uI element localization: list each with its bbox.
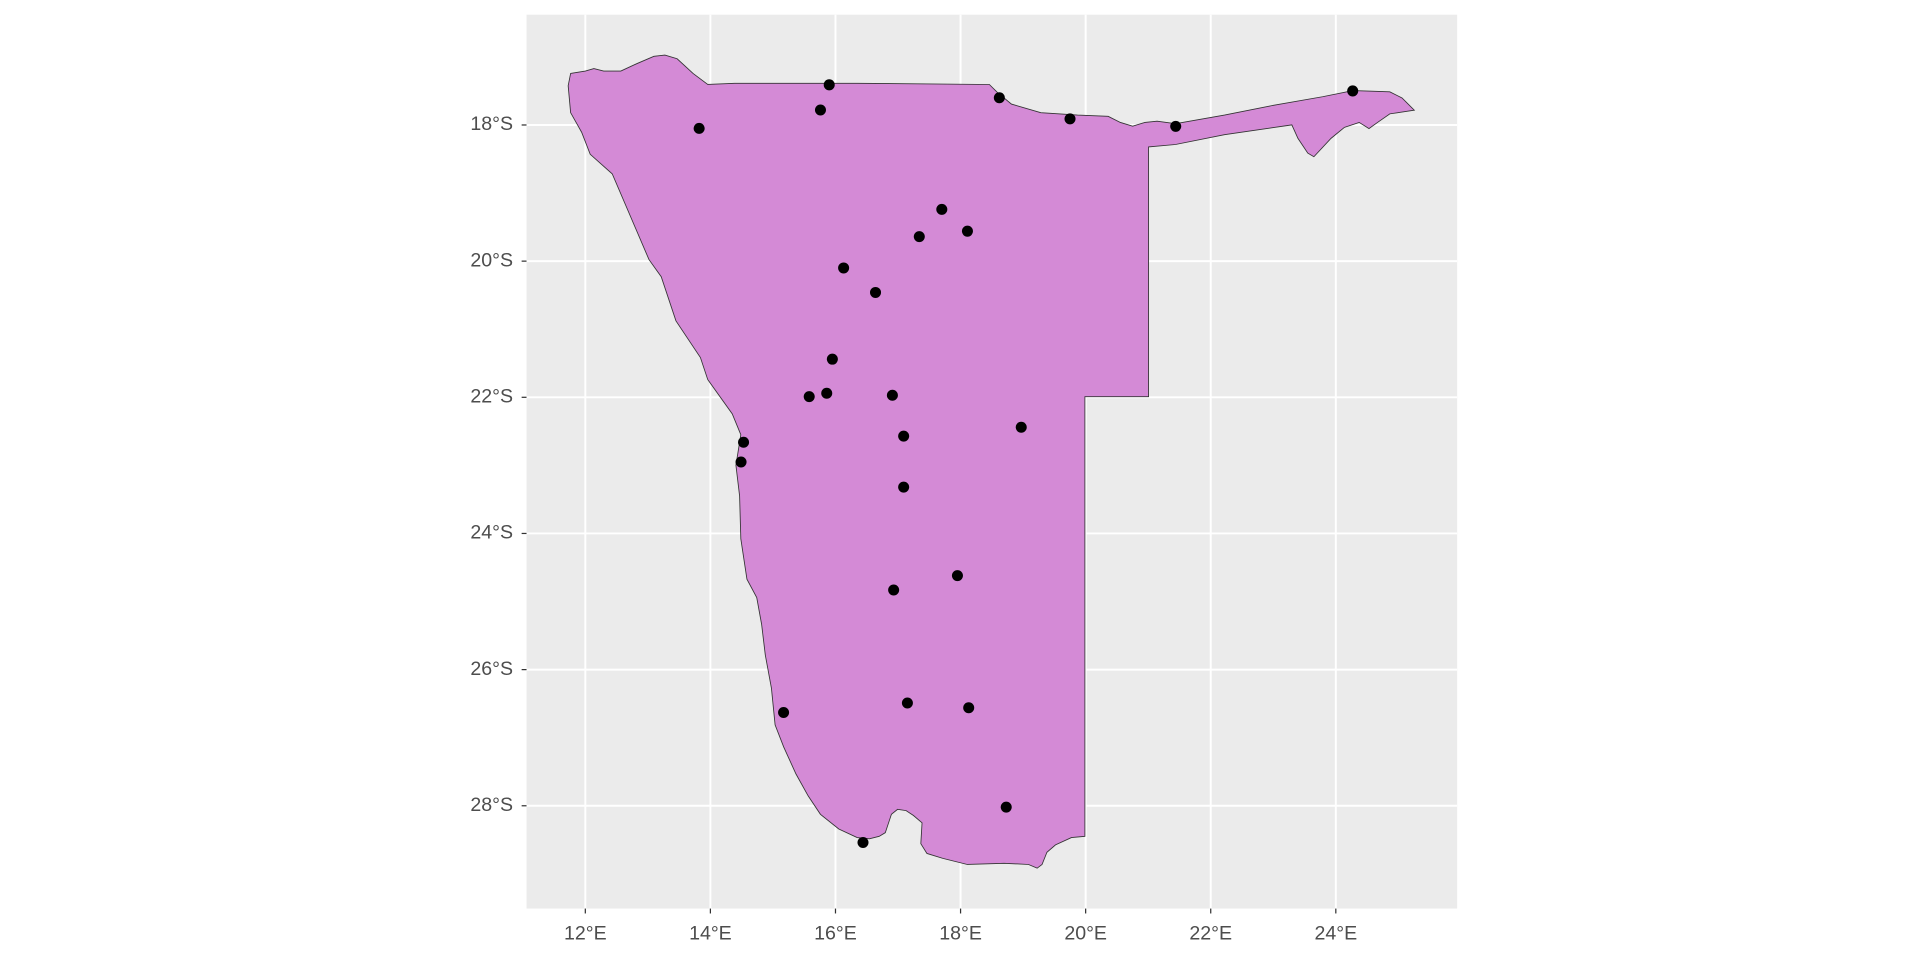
point xyxy=(1015,421,1027,433)
x-tick-label: 16°E xyxy=(814,922,857,944)
y-tick-label: 18°S xyxy=(470,113,513,135)
y-tick-label: 28°S xyxy=(470,794,513,816)
point xyxy=(936,203,948,215)
point xyxy=(1347,85,1359,97)
x-tick-label: 12°E xyxy=(564,922,607,944)
x-tick-label: 18°E xyxy=(939,922,982,944)
point xyxy=(961,225,973,237)
point xyxy=(838,262,850,274)
x-tick-label: 22°E xyxy=(1189,922,1232,944)
point xyxy=(888,584,900,596)
point xyxy=(963,702,975,714)
point xyxy=(1170,120,1182,132)
point xyxy=(870,286,882,298)
point xyxy=(693,122,705,134)
point xyxy=(913,231,925,243)
point xyxy=(821,387,833,399)
x-tick-label: 14°E xyxy=(689,922,732,944)
point xyxy=(814,104,826,116)
y-tick-label: 22°S xyxy=(470,385,513,407)
point xyxy=(1064,113,1076,125)
point xyxy=(886,389,898,401)
point xyxy=(901,697,913,709)
point xyxy=(778,706,790,719)
point xyxy=(803,391,815,403)
point xyxy=(1000,801,1012,813)
x-tick-label: 20°E xyxy=(1064,922,1107,944)
point xyxy=(993,92,1005,104)
y-tick-label: 20°S xyxy=(470,249,513,271)
point xyxy=(735,456,747,468)
y-tick-label: 26°S xyxy=(470,658,513,680)
point xyxy=(951,570,963,582)
point xyxy=(857,837,869,849)
point xyxy=(738,436,750,448)
y-tick-label: 24°S xyxy=(470,522,513,544)
point xyxy=(823,79,835,91)
x-tick-label: 24°E xyxy=(1314,922,1357,944)
point xyxy=(898,481,910,493)
point xyxy=(898,430,910,442)
country-outline xyxy=(567,54,1416,869)
point xyxy=(826,353,838,365)
